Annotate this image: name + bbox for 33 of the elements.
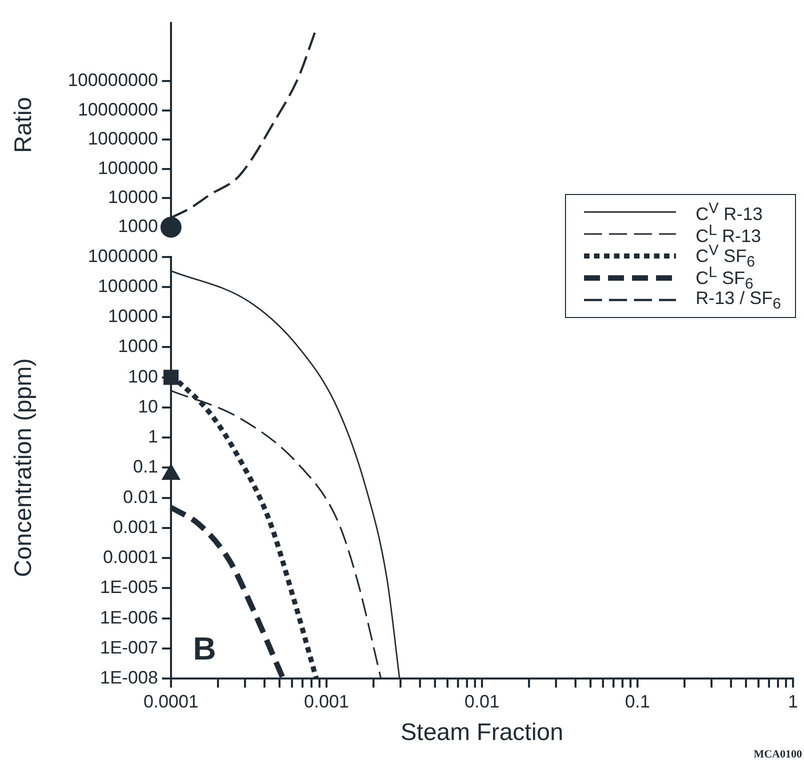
y-tick-label: 1E-006	[100, 607, 158, 628]
text: C$^{L}$ R-13	[696, 222, 761, 246]
y-tick-label: 10000000	[78, 99, 158, 120]
y-tick-label: 1E-007	[100, 637, 158, 658]
y-tick-label: 1000	[118, 216, 158, 236]
x-tick-label: 0.01	[464, 691, 500, 712]
y-tick-label: 1000000	[88, 246, 158, 266]
y-tick-label: 100000	[98, 158, 158, 178]
annotation: B	[193, 630, 216, 666]
x-tick-label: 0.001	[304, 691, 350, 712]
text: R-13 / SF$_{6}$	[696, 288, 781, 312]
text: C$^{V}$ R-13	[696, 200, 763, 224]
y-tick-label: 10	[138, 396, 158, 416]
y-tick-label: 0.0001	[102, 547, 158, 568]
y-tick-label: 10000	[108, 186, 158, 207]
x-tick-label: 1	[788, 691, 798, 712]
y-tick-label: 1	[148, 426, 158, 447]
y-tick-label: 10000	[108, 306, 158, 326]
y-tick-label: 1000000	[88, 128, 158, 149]
y-tick-label: 100000000	[68, 70, 158, 90]
y-tick-label: 1000	[118, 336, 158, 356]
y-tick-label: 0.1	[132, 456, 158, 477]
x-axis-title: Steam Fraction	[400, 719, 564, 746]
y-tick-label: 1E-008	[100, 668, 158, 688]
y-axis-title: Concentration (ppm)	[10, 358, 38, 578]
y-tick-label: 100	[128, 366, 158, 386]
y-tick-label: 0.01	[122, 486, 158, 507]
y-tick-label: 0.001	[112, 516, 158, 537]
x-tick-label: 0.1	[624, 691, 650, 712]
y-axis-title: Ratio	[10, 96, 38, 154]
y-tick-label: 1E-005	[100, 577, 158, 598]
y-tick-label: 100000	[98, 276, 158, 296]
text: MCA0100	[754, 748, 802, 760]
